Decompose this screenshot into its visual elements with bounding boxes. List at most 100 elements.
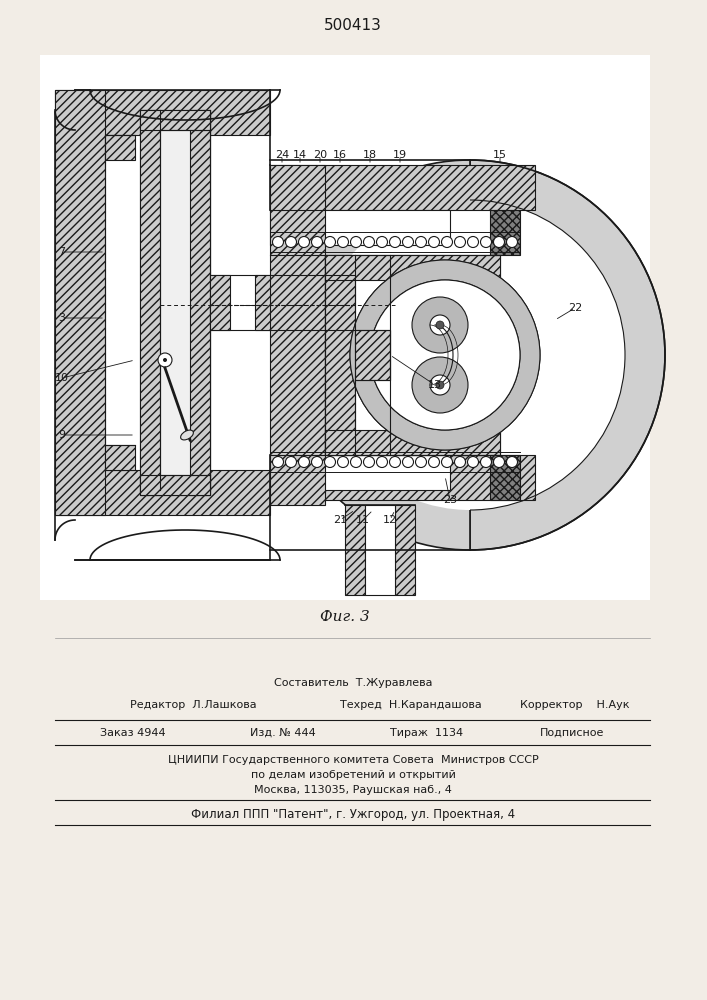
Circle shape	[436, 381, 444, 389]
Circle shape	[377, 236, 387, 247]
Ellipse shape	[180, 430, 194, 440]
Circle shape	[506, 456, 518, 468]
Circle shape	[351, 456, 361, 468]
Circle shape	[158, 353, 172, 367]
Text: по делам изобретений и открытий: по делам изобретений и открытий	[250, 770, 455, 780]
Bar	[270, 165, 325, 505]
Circle shape	[412, 297, 468, 353]
Circle shape	[337, 456, 349, 468]
Wedge shape	[350, 260, 540, 450]
Circle shape	[402, 236, 414, 247]
Bar	[490, 210, 520, 255]
Bar	[190, 110, 210, 495]
Circle shape	[390, 236, 400, 247]
Text: Тираж  1134: Тираж 1134	[390, 728, 463, 738]
Circle shape	[350, 260, 540, 450]
Text: Заказ 4944: Заказ 4944	[100, 728, 165, 738]
Text: Редактор  Л.Лашкова: Редактор Л.Лашкова	[130, 700, 257, 710]
Bar	[325, 430, 500, 455]
Circle shape	[441, 236, 452, 247]
Text: 23: 23	[443, 495, 457, 505]
Bar	[355, 330, 390, 380]
Bar	[395, 505, 415, 595]
Bar	[325, 255, 355, 455]
Bar	[270, 455, 450, 490]
Circle shape	[441, 456, 452, 468]
Bar	[140, 110, 210, 495]
Circle shape	[272, 456, 284, 468]
Bar	[140, 475, 210, 495]
Circle shape	[363, 456, 375, 468]
Circle shape	[312, 456, 322, 468]
Bar	[40, 55, 650, 600]
Text: 14: 14	[293, 150, 307, 160]
Bar	[55, 90, 105, 515]
Text: 18: 18	[363, 150, 377, 160]
Text: Корректор    Н.Аук: Корректор Н.Аук	[520, 700, 629, 710]
Circle shape	[377, 456, 387, 468]
Bar	[325, 255, 500, 280]
Circle shape	[363, 236, 375, 247]
Circle shape	[370, 280, 520, 430]
Text: 10: 10	[55, 373, 69, 383]
Circle shape	[467, 236, 479, 247]
Circle shape	[481, 236, 491, 247]
Text: ЦНИИПИ Государственного комитета Совета  Министров СССР: ЦНИИПИ Государственного комитета Совета …	[168, 755, 538, 765]
Circle shape	[467, 456, 479, 468]
Circle shape	[286, 456, 296, 468]
Text: 22: 22	[568, 303, 582, 313]
Bar	[270, 210, 450, 245]
Text: 9: 9	[59, 430, 66, 440]
Circle shape	[325, 236, 336, 247]
Text: 11: 11	[356, 515, 370, 525]
Text: 24: 24	[275, 150, 289, 160]
Circle shape	[455, 236, 465, 247]
Bar	[140, 110, 210, 130]
Circle shape	[416, 456, 426, 468]
Bar	[270, 165, 535, 210]
Circle shape	[351, 236, 361, 247]
Text: 13: 13	[428, 380, 442, 390]
Circle shape	[298, 236, 310, 247]
Circle shape	[163, 358, 167, 362]
Circle shape	[493, 456, 505, 468]
Text: 12: 12	[383, 515, 397, 525]
Text: 19: 19	[393, 150, 407, 160]
Bar	[55, 90, 270, 135]
Text: Фиг. 3: Фиг. 3	[320, 610, 370, 624]
Wedge shape	[470, 160, 665, 550]
Bar	[105, 135, 135, 160]
Text: 500413: 500413	[324, 18, 382, 33]
Circle shape	[428, 236, 440, 247]
Text: 20: 20	[313, 150, 327, 160]
Bar	[255, 275, 275, 330]
Text: 3: 3	[59, 313, 66, 323]
Circle shape	[430, 375, 450, 395]
Bar	[270, 455, 535, 500]
Circle shape	[390, 456, 400, 468]
Circle shape	[430, 315, 450, 335]
Circle shape	[337, 236, 349, 247]
Circle shape	[481, 456, 491, 468]
Bar	[55, 470, 270, 515]
Circle shape	[298, 456, 310, 468]
Bar	[140, 110, 160, 495]
Text: 16: 16	[333, 150, 347, 160]
Text: Филиал ППП "Патент", г. Ужгород, ул. Проектная, 4: Филиал ППП "Патент", г. Ужгород, ул. Про…	[191, 808, 515, 821]
Text: 21: 21	[333, 515, 347, 525]
Bar	[365, 505, 395, 595]
Circle shape	[286, 236, 296, 247]
Bar	[345, 505, 365, 595]
Text: Техред  Н.Карандашова: Техред Н.Карандашова	[340, 700, 481, 710]
Text: 15: 15	[493, 150, 507, 160]
Circle shape	[455, 456, 465, 468]
Circle shape	[506, 236, 518, 247]
Circle shape	[412, 357, 468, 413]
Circle shape	[272, 236, 284, 247]
Text: Подписное: Подписное	[540, 728, 604, 738]
Circle shape	[493, 236, 505, 247]
Text: 7: 7	[59, 247, 66, 257]
Bar	[490, 455, 520, 500]
Circle shape	[325, 456, 336, 468]
Text: Составитель  Т.Журавлева: Составитель Т.Журавлева	[274, 678, 432, 688]
